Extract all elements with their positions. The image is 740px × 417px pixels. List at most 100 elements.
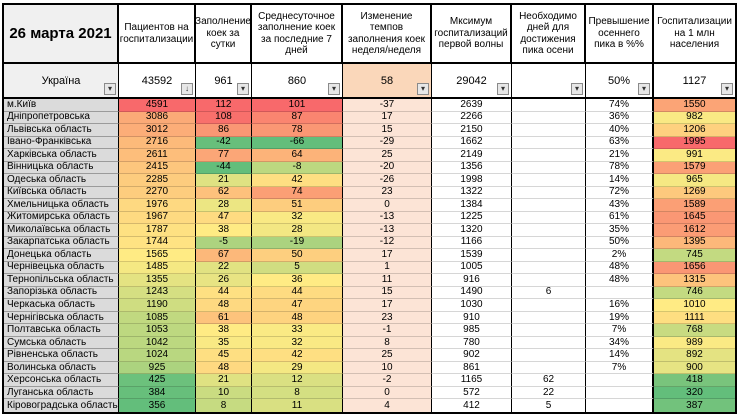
cell-max_wave1[interactable]: 1490: [432, 286, 512, 300]
cell-daily_fill[interactable]: 48: [196, 299, 252, 312]
cell-max_wave1[interactable]: 2149: [432, 149, 512, 162]
summary-cell-region[interactable]: Україна ▾: [4, 64, 119, 97]
cell-daily_fill[interactable]: 38: [196, 324, 252, 337]
cell-exceed_autumn_peak[interactable]: [586, 374, 654, 387]
cell-region[interactable]: Миколаївська область: [4, 224, 119, 237]
cell-patients[interactable]: 3086: [119, 111, 196, 125]
cell-change_wow[interactable]: 0: [343, 386, 432, 400]
cell-days_to_autumn_peak[interactable]: 22: [512, 386, 586, 400]
cell-daily_fill[interactable]: 86: [196, 124, 252, 137]
cell-change_wow[interactable]: 15: [343, 124, 432, 137]
cell-days_to_autumn_peak[interactable]: [512, 299, 586, 312]
header-cell-daily-fill[interactable]: Заполнение коек за сутки: [195, 5, 252, 62]
cell-per_1m[interactable]: 1206: [654, 124, 735, 137]
summary-cell-avg7-fill[interactable]: 860 ▾: [252, 64, 343, 97]
cell-max_wave1[interactable]: 1356: [432, 161, 512, 175]
cell-exceed_autumn_peak[interactable]: [586, 399, 654, 412]
cell-avg7_fill[interactable]: 5: [252, 261, 343, 275]
cell-daily_fill[interactable]: 28: [196, 199, 252, 212]
filter-dropdown-icon[interactable]: ▾: [721, 83, 733, 95]
cell-exceed_autumn_peak[interactable]: 19%: [586, 311, 654, 325]
cell-patients[interactable]: 2285: [119, 174, 196, 187]
cell-daily_fill[interactable]: 26: [196, 274, 252, 287]
cell-per_1m[interactable]: 982: [654, 111, 735, 125]
cell-max_wave1[interactable]: 2150: [432, 124, 512, 137]
cell-avg7_fill[interactable]: 74: [252, 186, 343, 200]
cell-max_wave1[interactable]: 1030: [432, 299, 512, 312]
cell-patients[interactable]: 1024: [119, 349, 196, 362]
cell-exceed_autumn_peak[interactable]: 43%: [586, 199, 654, 212]
cell-region[interactable]: Чернівецька область: [4, 261, 119, 275]
cell-daily_fill[interactable]: 35: [196, 336, 252, 350]
cell-region[interactable]: Хмельницька область: [4, 199, 119, 212]
filter-sort-dropdown-icon[interactable]: ↓: [181, 83, 193, 95]
cell-daily_fill[interactable]: 38: [196, 224, 252, 237]
cell-max_wave1[interactable]: 1320: [432, 224, 512, 237]
cell-region[interactable]: Дніпропетровська: [4, 111, 119, 125]
cell-per_1m[interactable]: 1269: [654, 186, 735, 200]
cell-days_to_autumn_peak[interactable]: [512, 124, 586, 137]
cell-change_wow[interactable]: -26: [343, 174, 432, 187]
cell-exceed_autumn_peak[interactable]: 16%: [586, 299, 654, 312]
cell-patients[interactable]: 356: [119, 399, 196, 412]
cell-max_wave1[interactable]: 1166: [432, 236, 512, 250]
cell-max_wave1[interactable]: 780: [432, 336, 512, 350]
cell-avg7_fill[interactable]: 87: [252, 111, 343, 125]
cell-avg7_fill[interactable]: 44: [252, 286, 343, 300]
cell-patients[interactable]: 2716: [119, 136, 196, 150]
header-cell-days-to-autumn-peak[interactable]: Необходимо дней для достижения пика осен…: [512, 5, 586, 62]
cell-patients[interactable]: 925: [119, 361, 196, 375]
summary-cell-max-wave1[interactable]: 29042 ▾: [432, 64, 512, 97]
cell-patients[interactable]: 3012: [119, 124, 196, 137]
cell-days_to_autumn_peak[interactable]: [512, 136, 586, 150]
cell-per_1m[interactable]: 1645: [654, 211, 735, 225]
cell-daily_fill[interactable]: 45: [196, 349, 252, 362]
cell-exceed_autumn_peak[interactable]: 72%: [586, 186, 654, 200]
cell-days_to_autumn_peak[interactable]: 6: [512, 286, 586, 300]
header-cell-patients[interactable]: Пациентов на госпитализации: [119, 5, 196, 62]
cell-region[interactable]: Вінницька область: [4, 161, 119, 175]
cell-change_wow[interactable]: -12: [343, 236, 432, 250]
cell-daily_fill[interactable]: 21: [196, 174, 252, 187]
header-cell-avg7-fill[interactable]: Среднесуточное заполнение коек за послед…: [252, 5, 343, 62]
cell-exceed_autumn_peak[interactable]: 48%: [586, 261, 654, 275]
filter-dropdown-icon[interactable]: ▾: [638, 83, 650, 95]
cell-avg7_fill[interactable]: 64: [252, 149, 343, 162]
cell-max_wave1[interactable]: 985: [432, 324, 512, 337]
cell-days_to_autumn_peak[interactable]: [512, 161, 586, 175]
cell-days_to_autumn_peak[interactable]: [512, 186, 586, 200]
cell-exceed_autumn_peak[interactable]: 2%: [586, 249, 654, 262]
cell-region[interactable]: м.Київ: [4, 99, 119, 112]
cell-max_wave1[interactable]: 1322: [432, 186, 512, 200]
cell-days_to_autumn_peak[interactable]: [512, 174, 586, 187]
filter-dropdown-icon[interactable]: ▾: [571, 83, 583, 95]
cell-region[interactable]: Сумська область: [4, 336, 119, 350]
cell-exceed_autumn_peak[interactable]: 35%: [586, 224, 654, 237]
cell-max_wave1[interactable]: 910: [432, 311, 512, 325]
cell-change_wow[interactable]: -29: [343, 136, 432, 150]
cell-change_wow[interactable]: -2: [343, 374, 432, 387]
cell-change_wow[interactable]: 4: [343, 399, 432, 412]
cell-avg7_fill[interactable]: 32: [252, 336, 343, 350]
cell-avg7_fill[interactable]: 101: [252, 99, 343, 112]
cell-change_wow[interactable]: 17: [343, 299, 432, 312]
cell-days_to_autumn_peak[interactable]: [512, 361, 586, 375]
cell-region[interactable]: Черкаська область: [4, 299, 119, 312]
cell-change_wow[interactable]: 23: [343, 186, 432, 200]
cell-per_1m[interactable]: 965: [654, 174, 735, 187]
cell-change_wow[interactable]: -1: [343, 324, 432, 337]
cell-avg7_fill[interactable]: 78: [252, 124, 343, 137]
cell-avg7_fill[interactable]: 12: [252, 374, 343, 387]
cell-patients[interactable]: 2270: [119, 186, 196, 200]
cell-max_wave1[interactable]: 572: [432, 386, 512, 400]
cell-exceed_autumn_peak[interactable]: 7%: [586, 361, 654, 375]
cell-per_1m[interactable]: 989: [654, 336, 735, 350]
cell-patients[interactable]: 1355: [119, 274, 196, 287]
cell-avg7_fill[interactable]: 29: [252, 361, 343, 375]
header-cell-per-1m[interactable]: Госпитализации на 1 млн населения: [654, 5, 735, 62]
cell-daily_fill[interactable]: 67: [196, 249, 252, 262]
cell-days_to_autumn_peak[interactable]: [512, 311, 586, 325]
cell-patients[interactable]: 1744: [119, 236, 196, 250]
cell-exceed_autumn_peak[interactable]: 14%: [586, 174, 654, 187]
cell-days_to_autumn_peak[interactable]: [512, 99, 586, 112]
